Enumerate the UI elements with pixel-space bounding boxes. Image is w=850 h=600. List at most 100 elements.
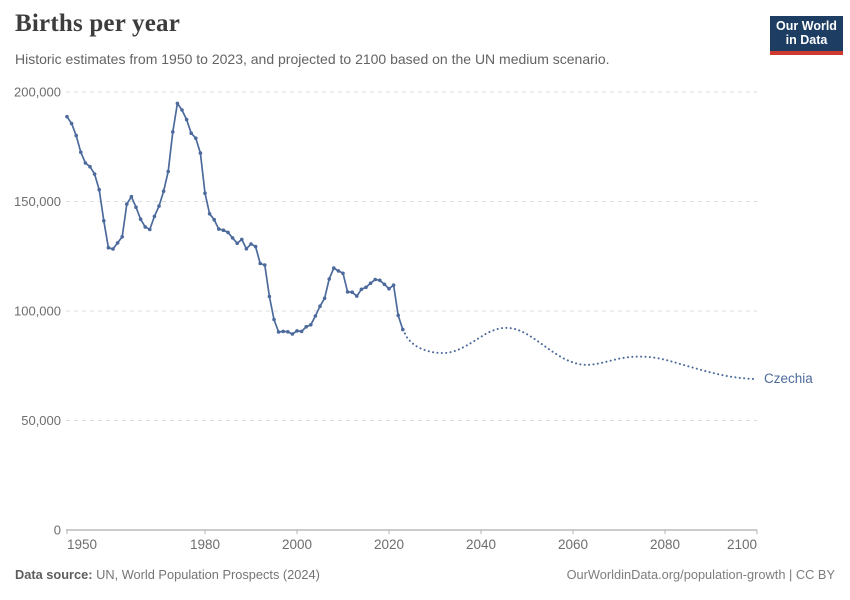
data-point-marker (129, 194, 134, 199)
data-point-marker (97, 187, 101, 192)
data-point-marker (161, 189, 166, 193)
data-point-marker (125, 202, 129, 206)
data-point-marker (166, 169, 170, 174)
x-tick-label: 2000 (282, 537, 312, 552)
data-point-marker (92, 172, 97, 176)
data-point-marker (350, 290, 355, 295)
projection-series-line[interactable] (401, 326, 758, 381)
data-source-label: Data source: (15, 567, 93, 582)
data-point-marker (157, 204, 161, 208)
y-tick-label: 100,000 (14, 304, 61, 319)
data-point-marker (171, 130, 175, 134)
y-tick-label: 50,000 (21, 413, 61, 428)
data-point-marker (249, 242, 253, 246)
data-point-marker (175, 101, 180, 106)
chart-subtitle: Historic estimates from 1950 to 2023, an… (15, 51, 610, 67)
data-point-marker (309, 323, 313, 327)
data-point-marker (88, 164, 92, 169)
data-point-marker (295, 329, 299, 333)
chart-footer: Data source: UN, World Population Prospe… (15, 567, 835, 582)
data-point-marker (253, 244, 258, 249)
data-point-marker (341, 271, 345, 276)
data-point-marker (184, 117, 189, 122)
entity-label: Czechia (764, 371, 813, 386)
data-point-marker (336, 269, 341, 273)
data-point-marker (313, 314, 318, 318)
data-point-marker (368, 281, 373, 286)
data-source: Data source: UN, World Population Prospe… (15, 567, 320, 582)
data-point-marker (276, 330, 281, 334)
data-point-marker (318, 304, 322, 309)
data-point-marker (391, 283, 396, 288)
owid-logo-line1: Our World (776, 19, 837, 33)
data-point-marker (143, 225, 147, 229)
y-tick-label: 0 (54, 523, 61, 538)
x-tick-label: 2040 (466, 537, 496, 552)
y-tick-label: 150,000 (14, 194, 61, 209)
data-point-marker (102, 219, 106, 223)
data-point-marker (65, 114, 69, 119)
data-point-marker (322, 296, 327, 301)
x-tick-label: 2080 (650, 537, 680, 552)
x-tick-label: 2060 (558, 537, 588, 552)
data-point-marker (120, 235, 124, 239)
data-point-marker (226, 230, 230, 235)
historical-series-line[interactable] (66, 102, 404, 335)
data-point-marker (355, 294, 359, 298)
data-point-marker (364, 285, 368, 290)
data-point-marker (180, 108, 184, 112)
data-point-marker (79, 150, 83, 154)
data-point-marker (401, 327, 405, 332)
data-point-marker (286, 330, 290, 334)
data-point-marker (189, 131, 193, 135)
data-point-marker (359, 287, 364, 292)
x-tick-label: 2100 (727, 537, 757, 552)
data-point-marker (148, 227, 152, 232)
data-point-marker (69, 121, 74, 126)
data-point-marker (373, 277, 378, 282)
data-point-marker (267, 294, 272, 299)
data-point-marker (217, 227, 221, 231)
x-tick-label: 2020 (374, 537, 404, 552)
data-point-marker (272, 317, 276, 322)
owid-credit-link[interactable]: OurWorldinData.org/population-growth | C… (566, 567, 835, 582)
owid-logo: Our World in Data (770, 16, 843, 55)
data-source-text: UN, World Population Prospects (2024) (96, 567, 320, 582)
data-point-marker (152, 214, 157, 219)
page-title: Births per year (15, 10, 181, 37)
data-point-marker (387, 286, 391, 291)
data-point-marker (281, 329, 286, 334)
data-point-marker (212, 217, 216, 222)
data-point-marker (111, 247, 115, 251)
data-point-marker (138, 217, 143, 221)
data-point-marker (194, 136, 198, 140)
data-point-marker (198, 151, 203, 155)
data-point-marker (332, 266, 336, 270)
data-point-marker (290, 332, 295, 336)
data-point-marker (299, 329, 304, 334)
data-point-marker (378, 278, 382, 283)
data-point-marker (345, 290, 350, 294)
data-point-marker (221, 228, 226, 232)
data-point-marker (235, 241, 239, 246)
data-point-marker (244, 247, 249, 251)
data-point-marker (258, 261, 263, 266)
data-point-marker (83, 161, 88, 165)
data-point-marker (382, 282, 387, 287)
x-tick-label: 1950 (67, 537, 97, 552)
data-point-marker (263, 263, 267, 267)
data-point-marker (74, 133, 78, 138)
data-point-marker (106, 245, 111, 250)
x-tick-label: 1980 (190, 537, 220, 552)
y-tick-label: 200,000 (14, 85, 61, 100)
data-point-marker (115, 241, 120, 245)
data-point-marker (304, 325, 309, 329)
data-point-marker (134, 205, 138, 209)
data-point-marker (230, 236, 235, 240)
data-point-marker (203, 191, 207, 195)
data-point-marker (207, 212, 212, 216)
data-point-marker (327, 277, 332, 281)
data-point-marker (240, 237, 244, 242)
